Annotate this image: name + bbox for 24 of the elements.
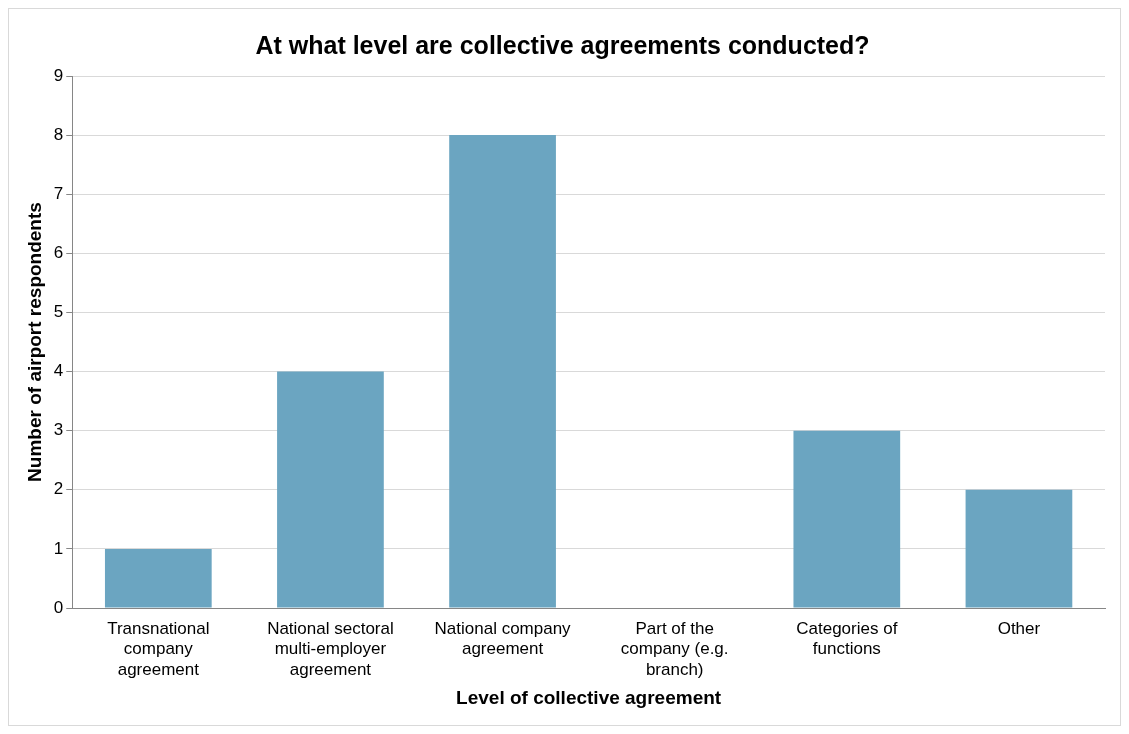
y-tick-label: 7 xyxy=(53,183,64,203)
y-tick-label: 2 xyxy=(53,479,64,499)
chart-title: At what level are collective agreements conducted? xyxy=(255,30,870,59)
y-axis-title: Number of airport respondents xyxy=(23,202,45,482)
x-tick-label: Other xyxy=(997,618,1041,638)
x-tick-label: Categories of functions xyxy=(796,618,898,659)
x-axis-title: Level of collective agreement xyxy=(456,686,722,708)
y-tick-label: 0 xyxy=(53,597,64,617)
bar xyxy=(793,430,901,608)
y-tick-label: 4 xyxy=(53,361,64,381)
y-tick-label: 3 xyxy=(53,420,64,440)
bar xyxy=(449,135,556,608)
y-tick-label: 8 xyxy=(53,124,64,144)
y-tick-label: 9 xyxy=(53,65,64,85)
x-tick-label: Transnational company agreement xyxy=(107,618,210,679)
bar xyxy=(277,371,384,608)
y-tick-label: 1 xyxy=(53,538,64,558)
y-tick-label: 5 xyxy=(53,302,64,322)
bar xyxy=(104,548,212,608)
x-tick-label: Part of the company (e.g. branch) xyxy=(620,618,729,679)
bar xyxy=(965,489,1073,608)
x-tick-label: National sectoral multi-employer agreement xyxy=(267,618,394,679)
x-tick-label: National company agreement xyxy=(434,618,572,659)
y-tick-label: 6 xyxy=(53,243,64,263)
